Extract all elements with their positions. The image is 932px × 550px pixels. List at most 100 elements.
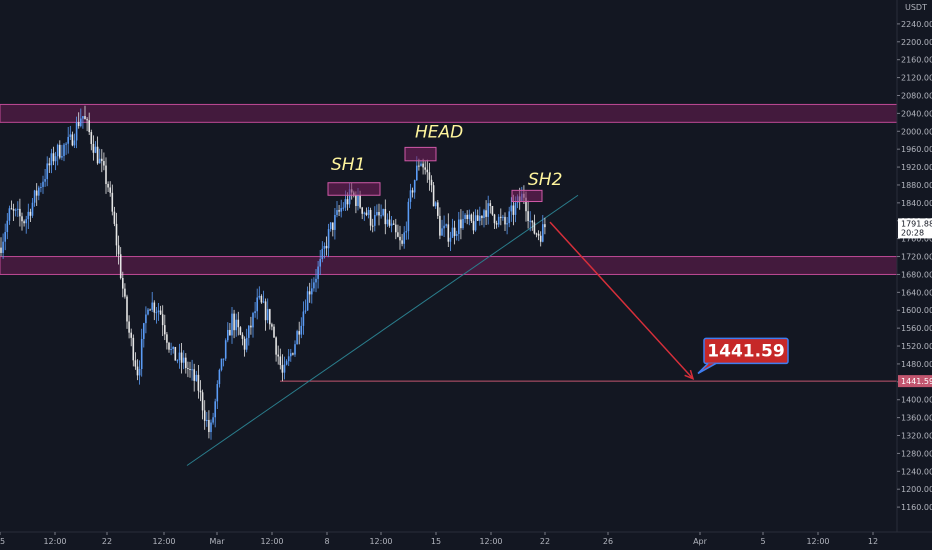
- candle-body-206: [432, 185, 435, 207]
- candle-body-183: [384, 209, 387, 225]
- annotations-layer: SH1 HEAD SH2: [331, 123, 562, 190]
- candle-body-192: [403, 232, 405, 244]
- candle-body-208: [437, 202, 439, 216]
- candle-body-141: [296, 331, 298, 345]
- candle-body-29: [61, 156, 63, 158]
- candle-body-31: [65, 143, 67, 145]
- price-tick-label-1880: 1880.00: [901, 181, 932, 190]
- candle-body-76: [159, 310, 162, 315]
- candle-body-201: [422, 163, 424, 168]
- candle-body-89: [187, 368, 189, 370]
- price-tick-label-1560: 1560.00: [901, 324, 932, 333]
- pattern-box-0: [327, 182, 381, 196]
- current-price-text: 1791.88: [901, 219, 932, 228]
- candle-body-238: [500, 216, 502, 218]
- time-tick-label-7: 12:00: [369, 537, 392, 546]
- projection-arrow-line: [549, 221, 694, 380]
- candle-body-171: [359, 195, 361, 208]
- price-tick-label-1280: 1280.00: [901, 449, 932, 458]
- candle-body-106: [222, 358, 225, 360]
- time-tick-label-5: 12:00: [260, 537, 283, 546]
- target-callout-pointer: [697, 362, 717, 375]
- candle-body-10: [21, 216, 23, 222]
- pattern-label-sh1: SH1: [331, 155, 365, 175]
- candle-body-67: [140, 338, 143, 370]
- time-tick-label-10: 22: [540, 537, 550, 546]
- candle-body-112: [235, 319, 237, 331]
- candle-body-24: [50, 153, 53, 166]
- resistance-zone-0: [0, 103, 898, 123]
- candle-body-65: [136, 366, 139, 376]
- candle-body-95: [199, 390, 202, 393]
- price-tick-label-1920: 1920.00: [901, 163, 932, 172]
- candle-body-103: [216, 384, 219, 402]
- candle-body-237: [497, 216, 500, 225]
- price-tick-label-2240: 2240.00: [901, 20, 932, 29]
- candle-body-199: [418, 165, 420, 167]
- candle-body-124: [260, 295, 263, 303]
- candle-body-209: [439, 215, 441, 236]
- candle-body-37: [77, 122, 80, 127]
- time-tick-label-2: 22: [102, 537, 112, 546]
- candle-body-153: [321, 248, 324, 260]
- candle-body-105: [220, 358, 223, 370]
- candle-body-57: [119, 254, 122, 278]
- candle-body-144: [302, 311, 305, 326]
- candle-body-13: [27, 211, 30, 220]
- candle-body-18: [38, 187, 40, 196]
- candle-body-223: [468, 214, 471, 220]
- time-axis[interactable]: 15 12:00 22 12:00 Mar 12:00 8 12:00 15 12:00 22 26 A…: [0, 531, 932, 546]
- candle-body-96: [201, 392, 204, 411]
- candle-body-82: [172, 346, 174, 350]
- time-tick-label-12: Apr: [693, 537, 708, 546]
- candle-body-165: [346, 199, 349, 205]
- candle-body-233: [489, 203, 492, 206]
- candle-body-100: [210, 422, 212, 433]
- candle-body-28: [59, 144, 61, 158]
- candle-body-59: [124, 288, 126, 297]
- candle-body-25: [52, 153, 55, 162]
- candle-body-188: [395, 224, 397, 233]
- price-tick-label-2200: 2200.00: [901, 38, 932, 47]
- time-tick-label-9: 12:00: [479, 537, 502, 546]
- candle-body-175: [367, 209, 370, 215]
- target-axis-text: 1441.59: [901, 377, 932, 386]
- target-price-callout: [703, 337, 789, 365]
- candle-body-61: [128, 321, 130, 333]
- candle-body-221: [464, 214, 466, 219]
- pattern-box-2: [511, 189, 543, 203]
- candle-body-161: [338, 210, 340, 212]
- candle-body-84: [176, 360, 179, 362]
- candle-body-256: [537, 233, 540, 236]
- candle-body-79: [166, 334, 168, 343]
- candle-body-39: [82, 116, 84, 119]
- candle-body-135: [283, 364, 286, 373]
- candle-body-166: [348, 189, 351, 205]
- candle-body-255: [535, 233, 538, 235]
- price-axis[interactable]: 1160.00 1200.00 1240.00 1280.00 1320.00 1360.…: [896, 0, 932, 532]
- candle-body-72: [151, 302, 153, 310]
- candle-body-207: [434, 202, 437, 207]
- candle-body-87: [182, 357, 185, 363]
- candle-body-94: [197, 374, 200, 391]
- candle-body-142: [298, 331, 300, 335]
- candle-body-110: [231, 313, 233, 336]
- candle-body-240: [504, 216, 506, 225]
- candle-body-49: [103, 161, 105, 166]
- candle-body-219: [460, 219, 462, 229]
- candle-body-3: [6, 220, 9, 233]
- price-tick-label-1840: 1840.00: [901, 199, 932, 208]
- lines-layer: [186, 194, 897, 466]
- candle-body-7: [14, 209, 17, 211]
- candle-body-66: [138, 369, 141, 376]
- candle-body-27: [56, 144, 59, 157]
- candle-body-22: [46, 163, 48, 180]
- target-price-text: 1441.59: [707, 341, 784, 361]
- candle-body-129: [271, 324, 273, 327]
- candle-body-253: [531, 220, 534, 223]
- candle-body-139: [292, 353, 294, 355]
- candle-body-8: [17, 208, 19, 210]
- candle-body-125: [262, 301, 265, 303]
